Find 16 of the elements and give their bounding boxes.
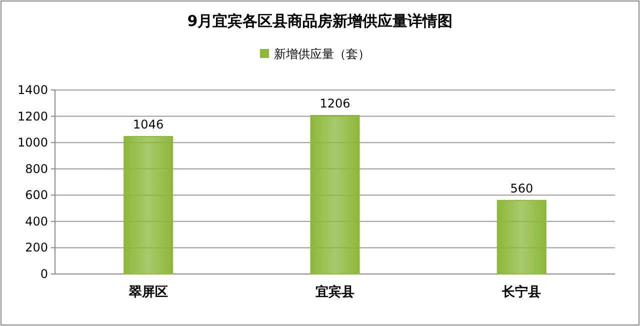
data-label: 1206	[320, 96, 350, 110]
x-tick-label: 宜宾县	[316, 284, 354, 300]
y-tick-label: 400	[25, 214, 48, 228]
legend-label: 新增供应量（套）	[274, 47, 370, 61]
y-tick-label: 200	[25, 240, 48, 255]
data-label: 1046	[133, 118, 164, 132]
y-tick-label: 1400	[17, 83, 48, 97]
y-tick-label: 0	[40, 267, 48, 281]
x-tick-label: 翠屏区	[128, 285, 168, 300]
y-tick-label: 1000	[17, 136, 48, 150]
y-tick-label: 600	[25, 188, 48, 202]
y-tick-label: 800	[25, 162, 48, 176]
x-tick-label: 长宁县	[501, 284, 542, 300]
data-label: 560	[510, 181, 534, 196]
chart-title: 9月宜宾各区县商品房新增供应量详情图	[187, 12, 453, 30]
y-tick-label: 1200	[17, 109, 48, 124]
